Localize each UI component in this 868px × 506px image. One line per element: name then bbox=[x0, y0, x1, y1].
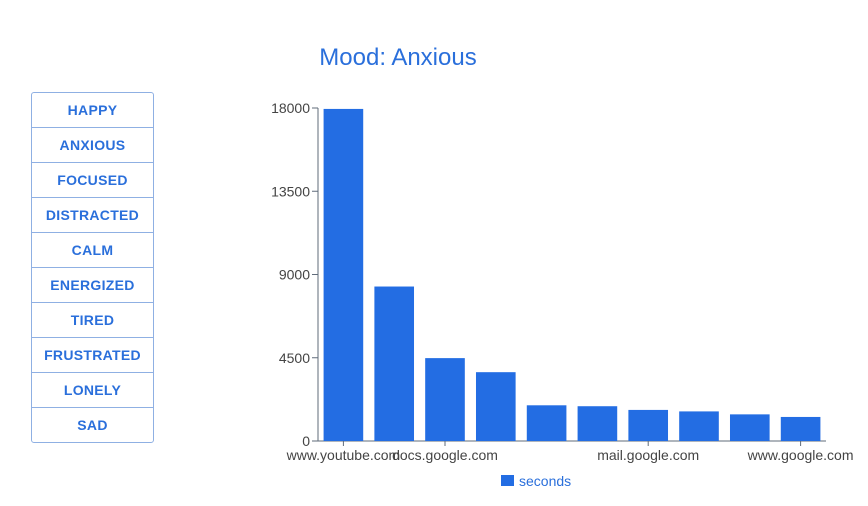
mood-button-distracted[interactable]: DISTRACTED bbox=[32, 198, 153, 233]
mood-button-energized[interactable]: ENERGIZED bbox=[32, 268, 153, 303]
mood-button-tired[interactable]: TIRED bbox=[32, 303, 153, 338]
legend-label: seconds bbox=[519, 473, 571, 489]
mood-button-list: HAPPY ANXIOUS FOCUSED DISTRACTED CALM EN… bbox=[31, 92, 154, 443]
mood-button-happy[interactable]: HAPPY bbox=[32, 93, 153, 128]
mood-button-anxious[interactable]: ANXIOUS bbox=[32, 128, 153, 163]
y-tick-label: 18000 bbox=[271, 100, 310, 116]
bar[interactable] bbox=[323, 108, 364, 442]
chart-title: Mood: Anxious bbox=[0, 44, 796, 72]
x-tick-label: www.youtube.com bbox=[286, 447, 401, 463]
y-tick-label: 13500 bbox=[271, 183, 310, 199]
mood-button-frustrated[interactable]: FRUSTRATED bbox=[32, 338, 153, 373]
y-tick-label: 9000 bbox=[279, 267, 310, 283]
bar[interactable] bbox=[374, 286, 415, 441]
legend-swatch bbox=[501, 475, 514, 486]
x-tick-label: www.google.com bbox=[747, 447, 854, 463]
x-tick-label: mail.google.com bbox=[597, 447, 699, 463]
bar[interactable] bbox=[577, 406, 618, 441]
bar[interactable] bbox=[425, 358, 465, 441]
bar[interactable] bbox=[628, 409, 669, 441]
bar[interactable] bbox=[475, 372, 516, 441]
bar[interactable] bbox=[780, 416, 821, 441]
mood-button-sad[interactable]: SAD bbox=[77, 417, 108, 433]
y-tick-label: 4500 bbox=[279, 350, 310, 366]
mood-button-calm[interactable]: CALM bbox=[32, 233, 153, 268]
x-tick-label: docs.google.com bbox=[392, 447, 498, 463]
bar[interactable] bbox=[526, 405, 567, 441]
bar[interactable] bbox=[679, 411, 719, 441]
mood-button-focused[interactable]: FOCUSED bbox=[32, 163, 153, 198]
mood-button-lonely[interactable]: LONELY bbox=[32, 373, 153, 408]
bar[interactable] bbox=[729, 414, 770, 441]
y-tick-label: 0 bbox=[302, 433, 310, 449]
chart-title-text: Mood: Anxious bbox=[319, 44, 477, 71]
